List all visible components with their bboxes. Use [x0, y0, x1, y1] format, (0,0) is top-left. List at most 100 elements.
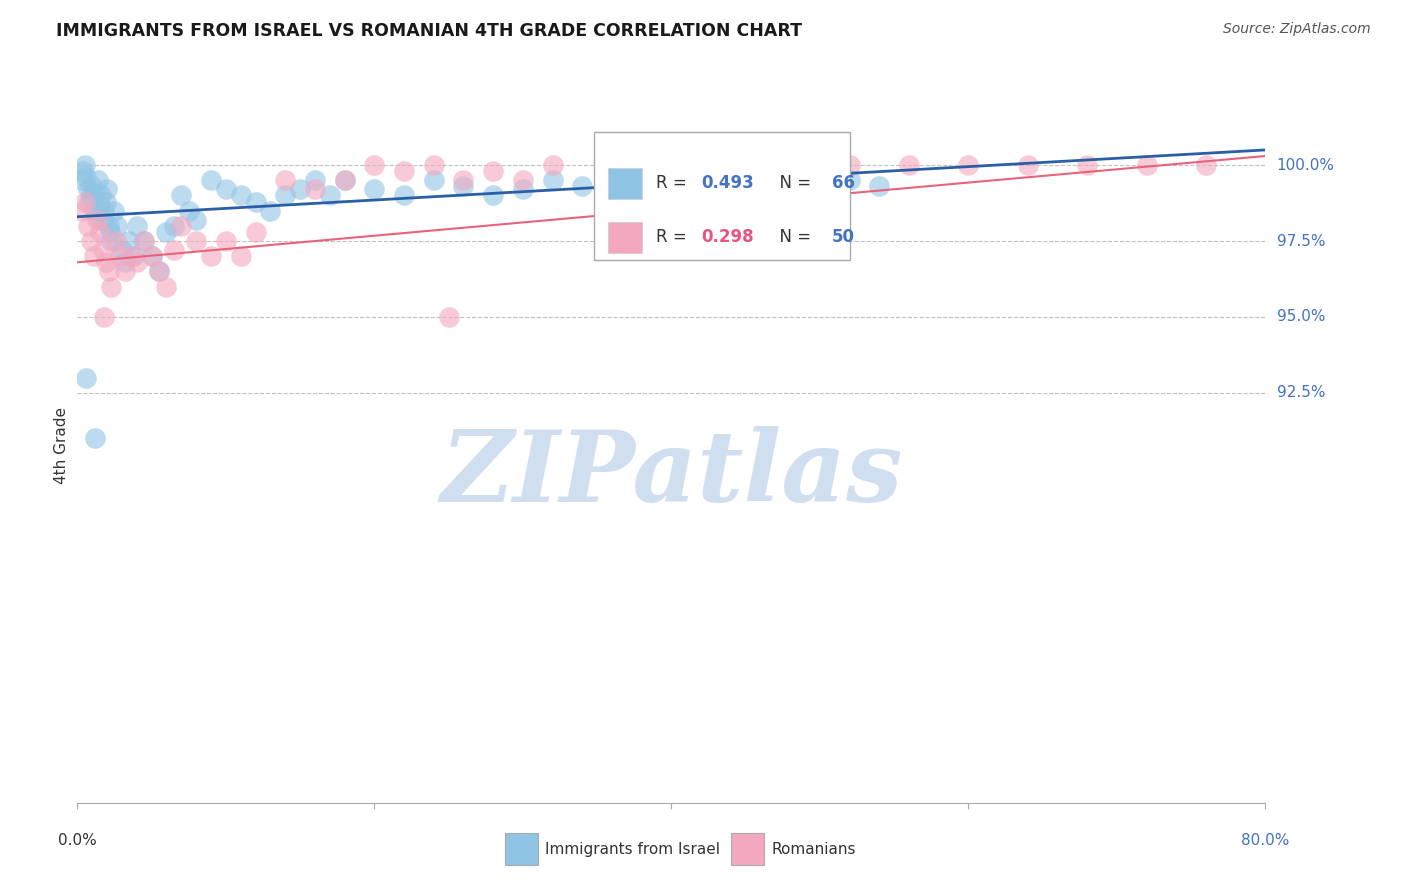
- Text: IMMIGRANTS FROM ISRAEL VS ROMANIAN 4TH GRADE CORRELATION CHART: IMMIGRANTS FROM ISRAEL VS ROMANIAN 4TH G…: [56, 22, 803, 40]
- Text: 80.0%: 80.0%: [1241, 833, 1289, 848]
- Point: [437, 310, 460, 324]
- Point: [110, 249, 132, 263]
- Point: [333, 173, 356, 187]
- Point: [1017, 158, 1039, 172]
- Point: [120, 249, 142, 263]
- Point: [661, 158, 683, 172]
- Point: [97, 264, 120, 278]
- Text: N =: N =: [769, 175, 815, 193]
- Point: [97, 219, 120, 233]
- Point: [100, 279, 122, 293]
- Point: [84, 186, 107, 200]
- Point: [274, 173, 297, 187]
- Point: [245, 194, 267, 209]
- Text: R =: R =: [657, 175, 692, 193]
- Point: [720, 173, 742, 187]
- Point: [779, 188, 801, 202]
- Point: [288, 182, 311, 196]
- Point: [80, 234, 103, 248]
- Point: [229, 188, 252, 202]
- Text: R =: R =: [657, 228, 692, 246]
- Point: [83, 249, 105, 263]
- Point: [76, 219, 98, 233]
- Point: [512, 173, 534, 187]
- Point: [571, 179, 593, 194]
- Point: [91, 212, 114, 227]
- Point: [163, 243, 186, 257]
- Point: [363, 182, 385, 196]
- Point: [72, 164, 94, 178]
- Text: 95.0%: 95.0%: [1277, 310, 1324, 325]
- Point: [779, 158, 801, 172]
- Point: [186, 234, 208, 248]
- Point: [77, 194, 100, 209]
- Point: [482, 188, 505, 202]
- Point: [122, 249, 145, 263]
- Point: [125, 255, 148, 269]
- Point: [114, 255, 136, 269]
- Point: [98, 225, 121, 239]
- Point: [73, 194, 96, 209]
- Point: [83, 203, 105, 218]
- Point: [838, 158, 860, 172]
- Bar: [505, 833, 538, 865]
- Point: [114, 264, 136, 278]
- Point: [304, 173, 326, 187]
- Point: [1076, 158, 1098, 172]
- Point: [319, 188, 342, 202]
- Point: [229, 249, 252, 263]
- Point: [259, 203, 281, 218]
- Point: [90, 188, 112, 202]
- Text: N =: N =: [769, 228, 815, 246]
- Point: [541, 173, 564, 187]
- Point: [245, 225, 267, 239]
- Point: [141, 249, 163, 263]
- Point: [868, 179, 890, 194]
- Point: [82, 179, 104, 194]
- Point: [94, 194, 117, 209]
- Point: [86, 210, 108, 224]
- Point: [661, 188, 683, 202]
- Point: [141, 249, 163, 263]
- Point: [453, 173, 475, 187]
- Point: [600, 158, 623, 172]
- Point: [453, 179, 475, 194]
- Text: Romanians: Romanians: [770, 842, 856, 856]
- Text: 92.5%: 92.5%: [1277, 385, 1324, 401]
- Point: [274, 188, 297, 202]
- Point: [600, 188, 623, 202]
- Point: [630, 182, 652, 196]
- Text: 0.493: 0.493: [702, 175, 754, 193]
- Text: 50: 50: [832, 228, 855, 246]
- Point: [155, 225, 177, 239]
- Point: [148, 264, 170, 278]
- Point: [86, 212, 108, 227]
- Point: [200, 173, 222, 187]
- Point: [808, 182, 831, 196]
- Text: 0.0%: 0.0%: [58, 833, 97, 848]
- Point: [423, 173, 446, 187]
- Point: [155, 279, 177, 293]
- Text: 0.298: 0.298: [702, 228, 754, 246]
- Point: [89, 197, 111, 211]
- Point: [94, 255, 117, 269]
- Text: 97.5%: 97.5%: [1277, 234, 1324, 249]
- Bar: [731, 833, 763, 865]
- Text: 100.0%: 100.0%: [1277, 158, 1334, 173]
- Point: [1195, 158, 1218, 172]
- Bar: [609, 221, 641, 253]
- Point: [70, 173, 93, 187]
- Point: [392, 188, 415, 202]
- Point: [89, 225, 111, 239]
- Point: [107, 219, 129, 233]
- Point: [170, 219, 193, 233]
- Point: [125, 219, 148, 233]
- Bar: [609, 168, 641, 199]
- FancyBboxPatch shape: [595, 132, 849, 260]
- Point: [215, 182, 238, 196]
- Point: [186, 212, 208, 227]
- Text: Immigrants from Israel: Immigrants from Israel: [546, 842, 720, 856]
- Point: [170, 188, 193, 202]
- Point: [104, 234, 127, 248]
- Text: Source: ZipAtlas.com: Source: ZipAtlas.com: [1223, 22, 1371, 37]
